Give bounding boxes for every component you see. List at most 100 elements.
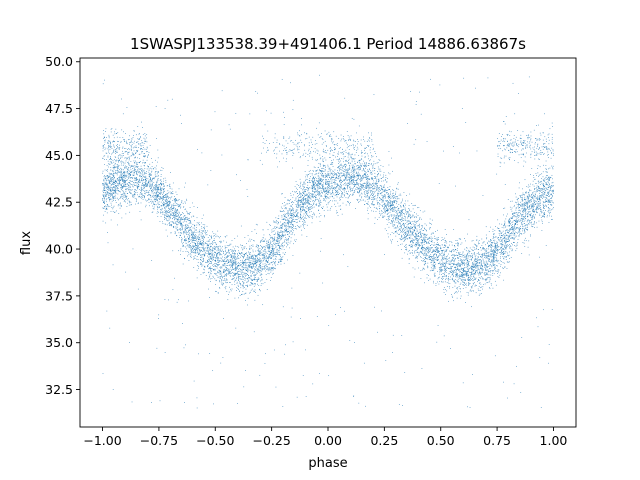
data-point xyxy=(381,211,383,213)
data-point xyxy=(343,188,345,190)
data-point xyxy=(302,208,303,210)
data-point xyxy=(473,243,475,245)
data-point xyxy=(199,262,201,263)
data-point xyxy=(310,176,311,178)
data-point xyxy=(229,243,231,245)
data-point xyxy=(373,160,375,162)
data-point xyxy=(312,182,314,184)
data-point xyxy=(277,240,279,242)
data-point xyxy=(390,234,391,236)
data-point xyxy=(171,221,173,222)
data-point xyxy=(168,219,170,221)
data-point xyxy=(321,170,323,172)
data-point xyxy=(300,225,302,227)
data-point xyxy=(475,248,477,250)
data-point xyxy=(318,179,320,181)
data-point xyxy=(404,219,406,221)
data-point xyxy=(488,269,490,271)
data-point xyxy=(340,186,342,188)
data-point xyxy=(465,257,467,259)
data-point xyxy=(467,271,469,272)
data-point xyxy=(102,184,104,186)
data-point xyxy=(518,210,520,211)
data-point xyxy=(203,272,204,274)
data-point xyxy=(259,264,261,266)
data-point xyxy=(338,166,340,168)
data-point xyxy=(106,212,108,214)
data-point xyxy=(295,181,297,182)
data-point xyxy=(183,231,185,232)
data-point xyxy=(300,214,301,215)
data-point xyxy=(437,238,439,240)
data-point xyxy=(517,221,519,223)
data-point xyxy=(215,265,216,267)
data-point xyxy=(509,239,510,241)
data-point xyxy=(417,243,419,245)
data-point xyxy=(427,238,429,240)
data-point xyxy=(374,190,376,192)
data-point xyxy=(496,265,497,266)
data-point xyxy=(395,207,397,208)
data-point xyxy=(323,165,325,167)
data-point xyxy=(525,237,526,239)
data-point xyxy=(250,266,252,268)
data-point xyxy=(180,232,181,234)
data-point xyxy=(143,170,145,172)
data-point xyxy=(414,225,416,227)
data-point xyxy=(220,267,222,269)
data-point xyxy=(393,210,395,212)
data-point xyxy=(365,175,367,177)
data-point xyxy=(475,279,476,280)
data-point xyxy=(152,178,153,179)
data-point xyxy=(488,251,490,253)
data-point xyxy=(285,228,287,230)
data-point xyxy=(435,258,437,260)
data-point xyxy=(203,240,204,242)
data-point xyxy=(188,227,189,228)
data-point xyxy=(203,227,204,228)
data-point xyxy=(417,249,418,251)
data-point xyxy=(542,188,543,189)
data-point xyxy=(317,198,318,200)
data-point xyxy=(444,266,446,268)
data-point xyxy=(522,212,524,214)
data-point xyxy=(493,255,495,256)
data-point xyxy=(415,216,417,218)
data-point xyxy=(474,285,476,287)
data-point xyxy=(141,175,142,177)
data-point xyxy=(364,182,366,184)
data-point xyxy=(293,230,294,232)
data-point xyxy=(268,258,269,260)
data-point xyxy=(367,218,369,220)
data-point xyxy=(303,213,305,215)
data-point xyxy=(183,231,184,233)
data-point xyxy=(320,174,322,176)
data-point xyxy=(108,197,110,199)
data-point xyxy=(219,273,221,275)
data-point xyxy=(119,175,121,177)
data-point xyxy=(252,263,253,264)
data-point xyxy=(451,261,452,263)
data-point xyxy=(256,260,257,262)
data-point xyxy=(356,175,357,176)
data-point xyxy=(309,194,310,196)
data-point xyxy=(292,255,294,256)
data-point xyxy=(532,198,533,199)
data-point xyxy=(150,189,152,191)
data-point xyxy=(248,258,250,260)
data-point xyxy=(190,229,191,230)
data-point xyxy=(434,235,436,237)
data-point xyxy=(328,184,330,185)
data-point xyxy=(551,190,553,192)
data-point xyxy=(484,264,486,266)
data-point xyxy=(389,202,391,204)
data-point xyxy=(529,190,531,192)
data-point xyxy=(426,258,428,260)
data-point xyxy=(492,249,494,251)
data-point xyxy=(159,204,160,205)
data-point xyxy=(410,240,412,242)
data-point xyxy=(322,156,323,157)
data-point xyxy=(415,238,417,240)
data-point xyxy=(460,258,461,260)
data-point xyxy=(315,199,317,200)
